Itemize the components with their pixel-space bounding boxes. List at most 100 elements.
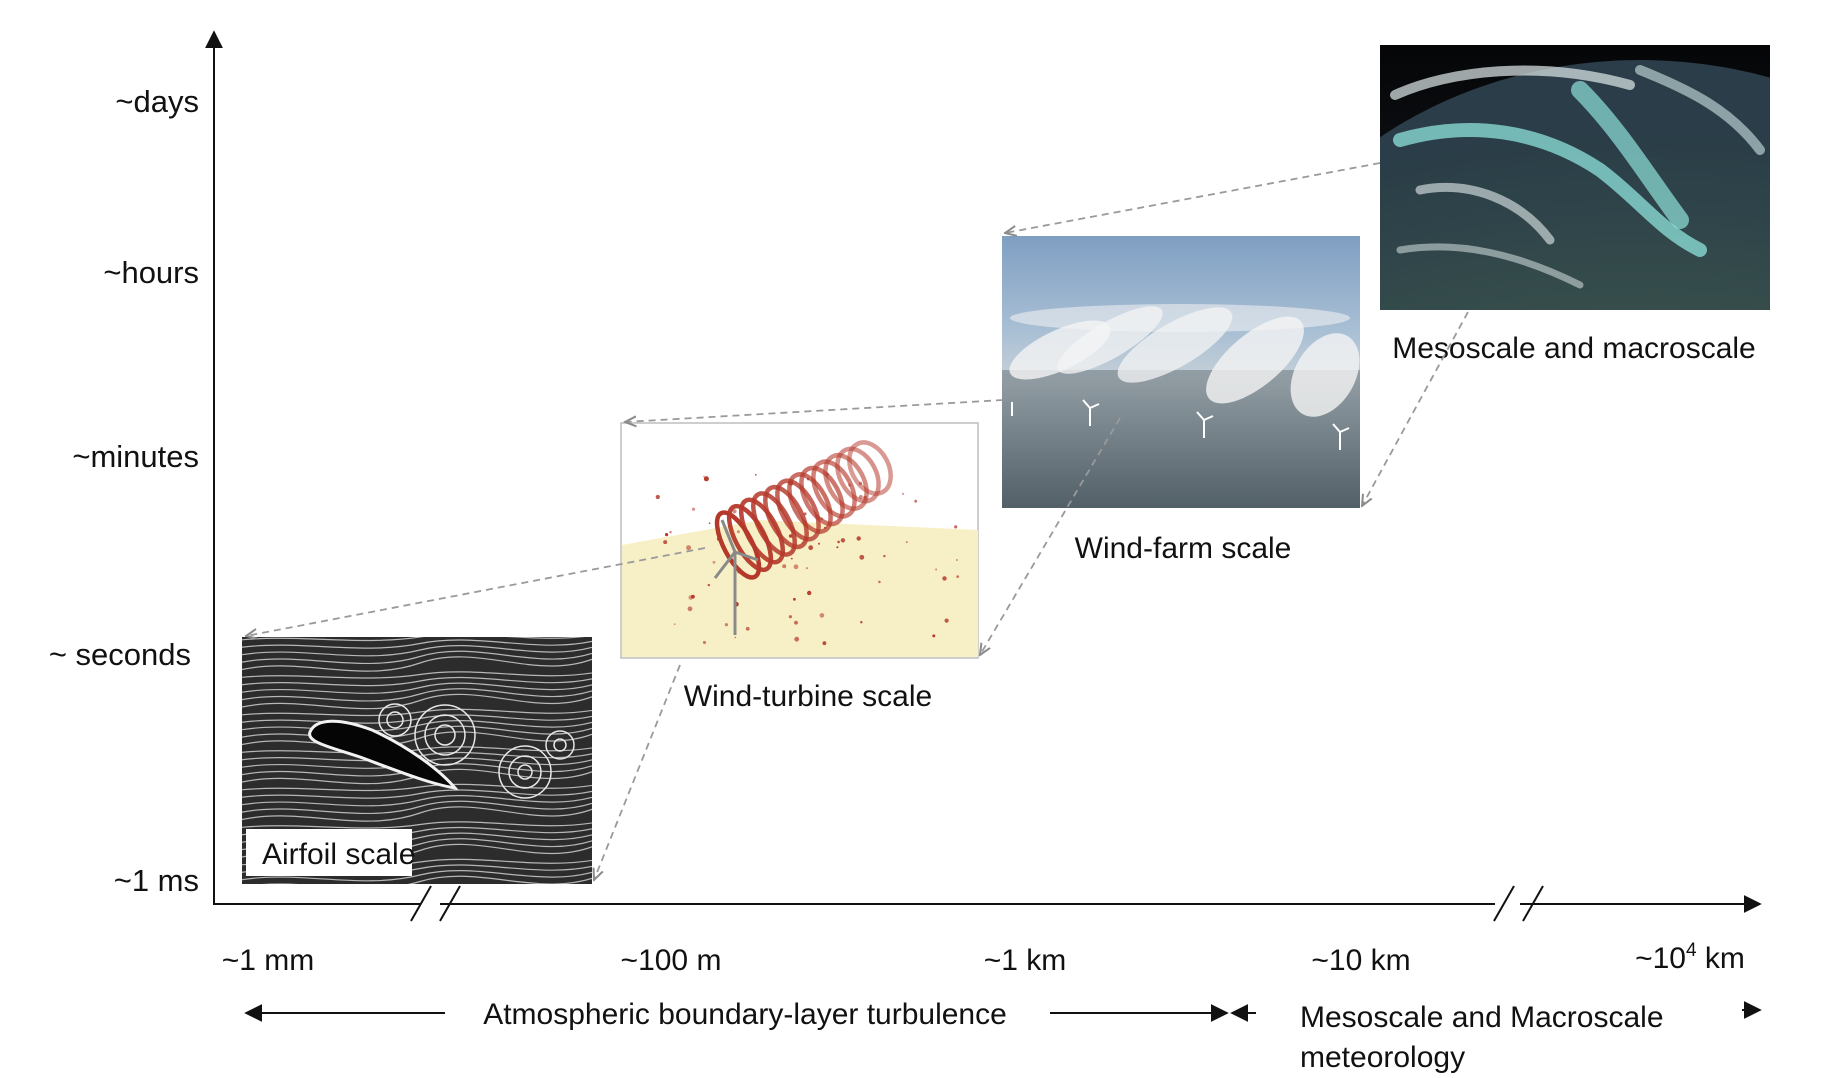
debris-speck xyxy=(858,495,863,499)
farm-caption: Wind-farm scale xyxy=(1075,532,1292,565)
x-tick-base: ~10 xyxy=(1635,942,1686,975)
vortex-ring xyxy=(847,440,893,496)
streamline xyxy=(262,875,592,884)
streamline xyxy=(242,821,592,829)
debris-speck xyxy=(712,560,716,564)
debris-speck xyxy=(790,557,793,560)
streamline xyxy=(242,800,592,815)
vortex-ring xyxy=(738,497,786,565)
debris-speck xyxy=(822,641,827,646)
debris-speck xyxy=(956,559,958,561)
debris-speck xyxy=(805,567,808,570)
debris-speck xyxy=(663,540,668,545)
debris-speck xyxy=(716,536,721,541)
vortex-debris xyxy=(655,472,960,646)
debris-speck xyxy=(819,613,825,618)
debris-speck xyxy=(883,554,886,558)
debris-speck xyxy=(724,623,729,627)
debris-speck xyxy=(686,545,692,551)
axis-break-mark xyxy=(1522,885,1544,922)
debris-speck xyxy=(807,590,812,596)
vortex-ring xyxy=(811,459,857,519)
debris-speck xyxy=(848,483,852,487)
airfoil-caption-box xyxy=(246,829,412,876)
streamline xyxy=(242,789,592,799)
debris-speck xyxy=(669,531,672,534)
debris-speck xyxy=(665,533,669,537)
streamline xyxy=(242,720,592,732)
debris-speck xyxy=(932,634,936,638)
y-tick-label: ~hours xyxy=(103,255,199,290)
debris-speck xyxy=(824,526,827,529)
debris-speck xyxy=(826,472,829,476)
debris-speck xyxy=(856,536,861,541)
farm-panel: Wind-farm scale xyxy=(1002,236,1360,565)
turbine-caption: Wind-turbine scale xyxy=(684,680,932,713)
connector-farm-down xyxy=(980,417,1121,655)
x-tick-label: ~1 km xyxy=(984,944,1067,977)
debris-speck xyxy=(837,540,840,544)
debris-speck xyxy=(914,499,918,503)
x-tick-unit: km xyxy=(1697,942,1745,975)
streamline xyxy=(242,688,592,702)
connector-airfoil-to-turbine xyxy=(246,547,706,636)
debris-speck xyxy=(754,473,757,476)
debris-speck xyxy=(707,583,710,587)
cloud-wakes xyxy=(1009,304,1360,417)
streamline xyxy=(242,656,592,672)
connector-turbine-down xyxy=(594,664,681,880)
debris-speck xyxy=(942,576,947,581)
streamline xyxy=(242,671,592,679)
debris-speck xyxy=(794,636,800,642)
debris-speck xyxy=(944,618,949,623)
streamline xyxy=(242,693,592,710)
debris-speck xyxy=(788,480,794,486)
y-tick-label: ~minutes xyxy=(72,439,199,474)
debris-speck xyxy=(794,620,798,625)
debris-speck xyxy=(818,542,820,545)
debris-speck xyxy=(863,495,867,500)
streamline xyxy=(242,682,592,694)
connector-farm-to-turbine xyxy=(625,399,1004,422)
debris-speck xyxy=(732,509,737,514)
meso-caption: Mesoscale and macroscale xyxy=(1392,332,1756,365)
x-axis xyxy=(214,885,1762,922)
debris-speck xyxy=(860,621,863,624)
debris-speck xyxy=(806,477,810,481)
streamline xyxy=(242,725,592,740)
debris-speck xyxy=(954,525,958,529)
debris-speck xyxy=(691,507,696,511)
wake-vortices xyxy=(378,703,575,799)
debris-speck xyxy=(802,541,804,544)
scale-connectors xyxy=(246,162,1469,880)
vortex-ring xyxy=(787,472,833,534)
x-tick-label: ~100 m xyxy=(621,944,722,977)
debris-speck xyxy=(901,492,905,495)
streamline xyxy=(242,806,592,822)
streamline xyxy=(242,795,592,807)
airfoil-panel: Airfoil scale xyxy=(242,637,592,884)
vortex-ring xyxy=(751,491,797,557)
debris-speck xyxy=(655,494,660,500)
debris-speck xyxy=(859,554,865,560)
x-tick-label: ~104 km xyxy=(1635,940,1745,975)
debris-speck xyxy=(734,636,737,639)
vortex-ring xyxy=(823,453,869,511)
debris-speck xyxy=(745,626,750,631)
debris-speck xyxy=(708,522,711,525)
debris-speck xyxy=(836,546,839,549)
wind-turbines xyxy=(1011,399,1350,450)
debris-speck xyxy=(782,564,787,569)
y-tick-label: ~1 ms xyxy=(114,863,199,898)
turbine-rotor-icon xyxy=(713,519,759,635)
ground-plane xyxy=(622,520,978,657)
vortex-ring xyxy=(775,478,821,542)
band-meteorology: Mesoscale and Macroscale meteorology xyxy=(1230,1001,1762,1074)
x-tick-label: ~1 mm xyxy=(222,944,315,977)
y-tick-labels: ~days ~hours ~minutes ~ seconds ~1 ms xyxy=(49,84,199,898)
cloud-bands xyxy=(1390,65,1765,289)
debris-speck xyxy=(905,541,908,544)
streamline xyxy=(242,746,592,754)
debris-speck xyxy=(737,530,740,534)
